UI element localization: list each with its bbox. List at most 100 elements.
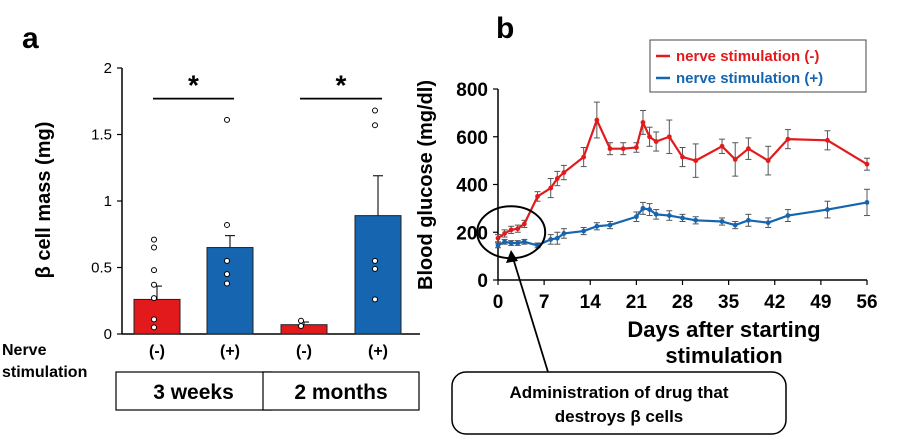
- category-label: (-): [149, 343, 165, 360]
- annotation-text-line1: Administration of drug that: [509, 383, 728, 402]
- data-point: [298, 317, 304, 324]
- series-point: [581, 228, 587, 234]
- data-point: [372, 257, 378, 264]
- significance-star: *: [188, 70, 199, 101]
- series-point: [640, 205, 646, 211]
- series-point: [785, 136, 791, 142]
- nerve-stimulation-label-line1: Nerve: [2, 342, 47, 359]
- series-point: [864, 161, 870, 167]
- data-point: [151, 236, 157, 243]
- bar: [206, 247, 254, 335]
- series-point: [765, 158, 771, 164]
- series-point: [515, 226, 521, 232]
- x-tick-label: 7: [539, 292, 550, 313]
- series-point: [502, 239, 507, 245]
- series-point: [640, 120, 646, 125]
- group-label: 3 weeks: [153, 381, 234, 404]
- annotation-text-line2: destroys β cells: [555, 407, 684, 426]
- panel-b-xlabel-line2: stimulation: [665, 343, 782, 368]
- series-point: [554, 235, 560, 241]
- y-tick-label: 2: [104, 60, 112, 77]
- series-point: [864, 200, 870, 205]
- series-point: [515, 240, 521, 246]
- category-label: (+): [220, 343, 240, 360]
- series-point: [765, 220, 771, 226]
- data-point: [372, 265, 378, 272]
- annotation-arrow-line: [512, 257, 549, 373]
- series-point: [719, 219, 725, 224]
- data-point: [224, 280, 230, 287]
- x-tick-label: 28: [672, 292, 693, 313]
- series-point: [745, 217, 751, 223]
- panel-a-label: a: [22, 22, 39, 55]
- y-tick-label: 1: [104, 193, 112, 210]
- series-point: [825, 207, 830, 212]
- series-point: [647, 134, 652, 140]
- group-label: 2 months: [294, 381, 387, 404]
- y-tick-label: 1.5: [91, 127, 112, 144]
- series-point: [825, 137, 830, 143]
- series-point: [521, 239, 527, 245]
- series-point: [680, 215, 685, 221]
- series-point: [653, 211, 659, 217]
- bar: [280, 324, 328, 335]
- series-point: [732, 157, 738, 162]
- data-point: [151, 267, 157, 274]
- series-point: [502, 231, 507, 236]
- panel-b-label: b: [496, 12, 514, 45]
- data-point: [372, 107, 378, 114]
- data-point: [151, 324, 157, 331]
- annotation-arrowhead: [506, 250, 518, 263]
- series-point: [548, 185, 554, 191]
- series-point: [561, 231, 567, 236]
- y-tick-label: 800: [456, 80, 488, 101]
- nerve-stimulation-label-line2: stimulation: [2, 364, 87, 381]
- series-point: [666, 213, 672, 218]
- data-point: [224, 221, 230, 228]
- series-point: [508, 227, 514, 233]
- series-point: [745, 146, 751, 152]
- data-point: [372, 296, 378, 303]
- series-point: [521, 221, 527, 227]
- category-label: (-): [296, 343, 312, 360]
- series-point: [535, 194, 540, 199]
- group-box: [262, 371, 420, 411]
- bar: [354, 215, 402, 335]
- x-tick-label: 35: [718, 292, 740, 313]
- y-tick-label: 400: [456, 176, 488, 197]
- series-point: [693, 158, 699, 164]
- x-tick-label: 49: [810, 292, 831, 313]
- panel-b-xlabel-line1: Days after starting: [627, 317, 820, 342]
- y-tick-label: 200: [456, 223, 488, 244]
- series-point: [633, 214, 639, 220]
- series-point: [785, 213, 791, 218]
- legend-label-plus: nerve stimulation (+): [676, 70, 823, 87]
- series-point: [594, 223, 600, 229]
- data-point: [372, 122, 378, 129]
- x-tick-label: 56: [856, 292, 877, 313]
- data-point: [151, 244, 157, 251]
- series-point: [554, 176, 560, 181]
- significance-star: *: [336, 70, 347, 101]
- series-point: [620, 146, 626, 152]
- x-tick-label: 21: [626, 292, 648, 313]
- x-tick-label: 0: [493, 292, 504, 313]
- panel-b-ylabel: Blood glucose (mg/dl): [415, 80, 437, 290]
- series-point: [607, 146, 613, 152]
- data-point: [298, 323, 304, 330]
- series-line: [497, 201, 868, 247]
- series-point: [495, 242, 501, 248]
- category-label: (+): [368, 343, 388, 360]
- y-tick-label: 0.5: [91, 260, 112, 277]
- data-point: [224, 257, 230, 264]
- drug-annotation: Administration of drug that destroys β c…: [451, 205, 787, 435]
- group-box: [115, 371, 272, 411]
- series-point: [653, 139, 659, 144]
- x-tick-label: 14: [580, 292, 602, 313]
- series-point: [647, 207, 652, 212]
- data-point: [151, 316, 157, 323]
- y-tick-label: 0: [477, 271, 488, 292]
- legend-box: [649, 39, 867, 93]
- series-point: [508, 240, 514, 246]
